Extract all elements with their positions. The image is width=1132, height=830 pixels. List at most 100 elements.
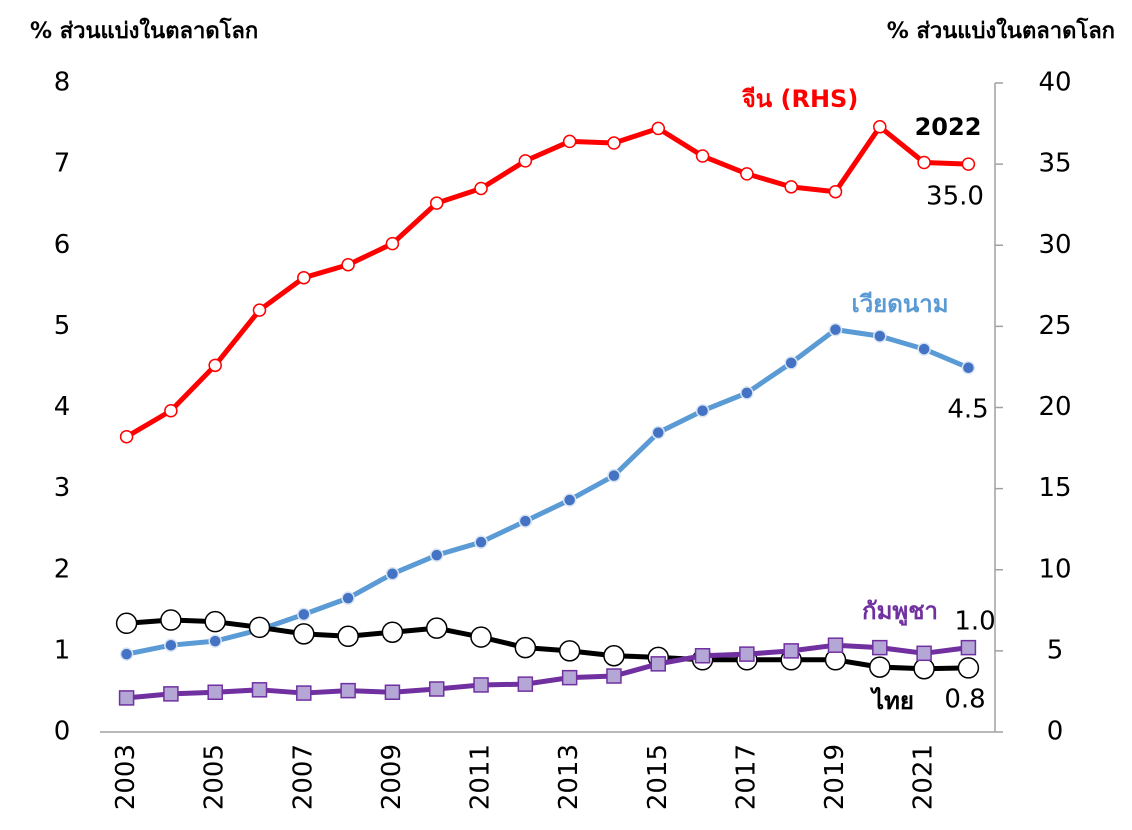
x-tick-label: 2003: [111, 744, 141, 810]
marker: [558, 640, 581, 662]
marker: [695, 149, 710, 163]
marker: [518, 154, 533, 168]
marker: [340, 682, 356, 699]
marker: [957, 657, 980, 679]
marker: [428, 681, 445, 697]
series-line: [126, 327, 970, 657]
marker: [869, 656, 891, 678]
marker: [607, 468, 621, 483]
marker: [517, 676, 534, 692]
marker: [297, 607, 311, 622]
marker: [119, 429, 134, 444]
marker: [961, 157, 976, 171]
y-axis-title: % ส่วนแบ่งในตลาดโลก: [30, 17, 258, 44]
marker: [606, 668, 622, 684]
value-label: 4.5: [947, 395, 988, 425]
marker: [562, 493, 577, 507]
marker: [827, 637, 844, 653]
x-tick-label: 2019: [820, 744, 850, 810]
marker: [917, 342, 931, 356]
y2-tick-label: 20: [1038, 392, 1071, 422]
x-tick-label: 2021: [909, 744, 939, 810]
x-tick-label: 2015: [643, 744, 673, 810]
marker: [119, 647, 134, 661]
marker: [208, 358, 222, 373]
marker: [297, 270, 311, 285]
marker: [960, 639, 977, 656]
y2-tick-label: 25: [1038, 311, 1071, 341]
y-tick-label: 2: [54, 554, 71, 584]
marker: [429, 196, 444, 210]
marker: [917, 155, 931, 170]
marker: [164, 638, 178, 652]
x-tick-label: 2017: [731, 744, 761, 810]
marker: [341, 257, 355, 272]
marker: [651, 425, 666, 440]
y-tick-label: 7: [54, 149, 71, 179]
marker: [425, 617, 448, 639]
y2-tick-label: 35: [1038, 149, 1071, 179]
series-label: เวียดนาม: [851, 290, 948, 318]
marker: [296, 685, 312, 701]
value-label: 0.8: [944, 685, 985, 715]
y2-axis-title: % ส่วนแบ่งในตลาดโลก: [887, 17, 1115, 44]
series-label: ไทย: [869, 686, 914, 715]
y-tick-label: 4: [54, 392, 71, 422]
marker: [695, 403, 710, 418]
y2-tick-label: 30: [1038, 230, 1071, 260]
marker: [603, 644, 625, 667]
marker: [514, 636, 537, 659]
marker: [873, 329, 887, 343]
y-tick-label: 1: [54, 635, 71, 665]
marker: [251, 682, 268, 698]
marker: [474, 535, 488, 549]
marker: [164, 403, 178, 418]
marker: [913, 657, 935, 680]
marker: [160, 609, 182, 631]
y-tick-label: 5: [54, 311, 71, 341]
y-tick-label: 3: [54, 473, 71, 503]
marker: [473, 677, 489, 693]
x-tick-label: 2009: [377, 744, 407, 810]
value-label: 1.0: [954, 607, 995, 637]
marker: [650, 656, 667, 672]
y-tick-label: 6: [54, 230, 71, 260]
x-tick-label: 2011: [466, 744, 496, 810]
y2-tick-label: 10: [1038, 554, 1071, 584]
marker: [784, 180, 798, 194]
x-tick-label: 2007: [288, 744, 318, 810]
series-line: [125, 124, 969, 439]
annotation: 2022: [915, 113, 982, 141]
marker: [381, 621, 404, 643]
marker: [828, 184, 843, 199]
marker: [561, 669, 578, 686]
y-tick-label: 8: [54, 68, 71, 98]
marker: [740, 167, 754, 181]
marker: [252, 303, 267, 317]
marker: [384, 684, 401, 700]
marker: [470, 626, 492, 648]
marker: [783, 643, 799, 659]
marker: [385, 567, 400, 581]
y-tick-label: 0: [54, 717, 71, 747]
marker: [518, 514, 533, 528]
marker: [293, 623, 315, 645]
marker: [385, 236, 400, 251]
y2-tick-label: 0: [1047, 717, 1064, 747]
marker: [341, 591, 355, 605]
marker: [607, 136, 621, 150]
marker: [562, 134, 577, 149]
marker: [163, 686, 179, 702]
x-tick-label: 2013: [554, 744, 584, 810]
marker: [739, 646, 755, 662]
marker: [873, 120, 887, 134]
marker: [872, 639, 888, 656]
y2-tick-label: 40: [1038, 68, 1071, 98]
marker: [784, 356, 798, 370]
value-label: 35.0: [926, 182, 984, 212]
marker: [740, 386, 754, 400]
marker: [115, 612, 138, 635]
marker: [694, 647, 711, 664]
marker: [337, 625, 359, 648]
